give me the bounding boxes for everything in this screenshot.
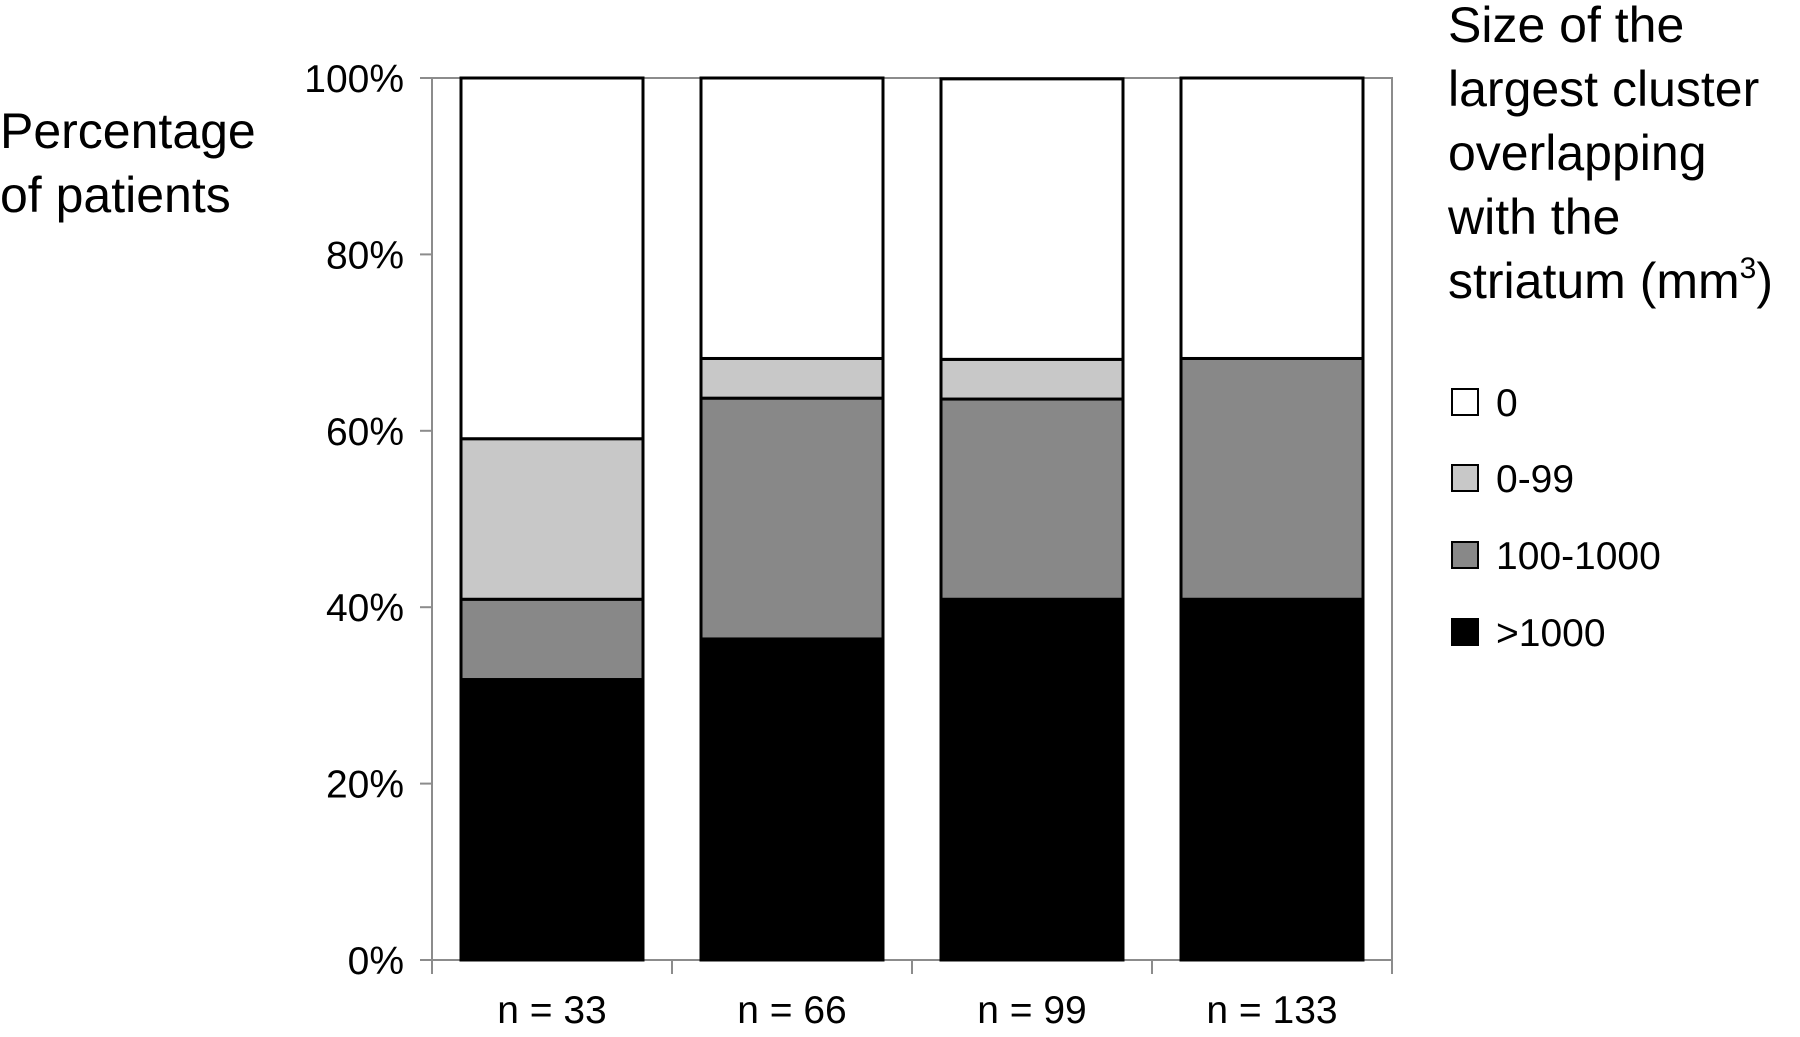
bar-segment — [459, 597, 645, 682]
bar-segment — [459, 76, 645, 441]
y-tick-label: 80% — [326, 234, 404, 277]
bar-stack — [699, 76, 885, 962]
bar-segment — [699, 356, 885, 400]
legend-title-line: overlapping — [1448, 125, 1707, 181]
bar-segment — [699, 396, 885, 641]
bar-segment — [699, 637, 885, 962]
bar-segment — [1179, 76, 1365, 360]
legend-title: Size of the largest cluster overlapping wit… — [1447, 0, 1773, 309]
legend-item: 100-1000 — [1451, 535, 1661, 578]
bar-segment — [459, 678, 645, 962]
y-axis-title-line-1: Percentage — [0, 103, 256, 159]
x-tick-label: n = 133 — [1206, 989, 1337, 1032]
legend-title-line: with the — [1447, 189, 1620, 245]
legend-swatch — [1451, 464, 1479, 492]
bar-segment — [1179, 356, 1365, 601]
legend-label: 0 — [1496, 382, 1518, 425]
bar-segment — [699, 76, 885, 360]
legend-title-line: largest cluster — [1448, 61, 1759, 117]
legend: Size of the largest cluster overlapping wit… — [1447, 0, 1773, 655]
y-axis-title-line-2: of patients — [0, 167, 231, 223]
legend-item: 0 — [1451, 382, 1518, 425]
legend-title-line: striatum (mm3) — [1448, 252, 1773, 309]
legend-swatch — [1451, 388, 1479, 416]
bars — [459, 76, 1365, 962]
x-tick-label: n = 66 — [737, 989, 847, 1032]
bar-stack — [939, 77, 1125, 962]
bar-segment — [1179, 597, 1365, 962]
y-tick-label: 0% — [348, 940, 404, 983]
bar-segment — [459, 437, 645, 601]
bar-segment — [939, 357, 1125, 401]
bar-stack — [1179, 76, 1365, 962]
legend-swatch — [1451, 541, 1479, 569]
bar-segment — [939, 397, 1125, 601]
legend-title-line: Size of the — [1448, 0, 1684, 53]
legend-label: 100-1000 — [1496, 535, 1661, 578]
bar-segment — [939, 77, 1125, 361]
y-axis-title: Percentage of patients — [0, 103, 256, 223]
y-axis-ticks: 0% 20% 40% 60% 80% 100% — [304, 58, 432, 983]
legend-label: 0-99 — [1496, 458, 1574, 501]
x-axis-ticks: n = 33 n = 66 n = 99 n = 133 — [431, 960, 1393, 1032]
bar-stack — [459, 76, 645, 962]
legend-item: >1000 — [1451, 612, 1606, 655]
y-tick-label: 40% — [326, 587, 404, 630]
legend-items: 0 0-99 100-1000 >1000 — [1451, 382, 1661, 655]
legend-label: >1000 — [1496, 612, 1606, 655]
x-tick-label: n = 33 — [497, 989, 607, 1032]
y-tick-label: 20% — [326, 764, 404, 807]
x-tick-label: n = 99 — [977, 989, 1087, 1032]
bar-segment — [939, 597, 1125, 962]
legend-item: 0-99 — [1451, 458, 1574, 501]
y-tick-label: 60% — [326, 411, 404, 454]
y-tick-label: 100% — [304, 58, 404, 101]
legend-swatch — [1451, 618, 1479, 646]
